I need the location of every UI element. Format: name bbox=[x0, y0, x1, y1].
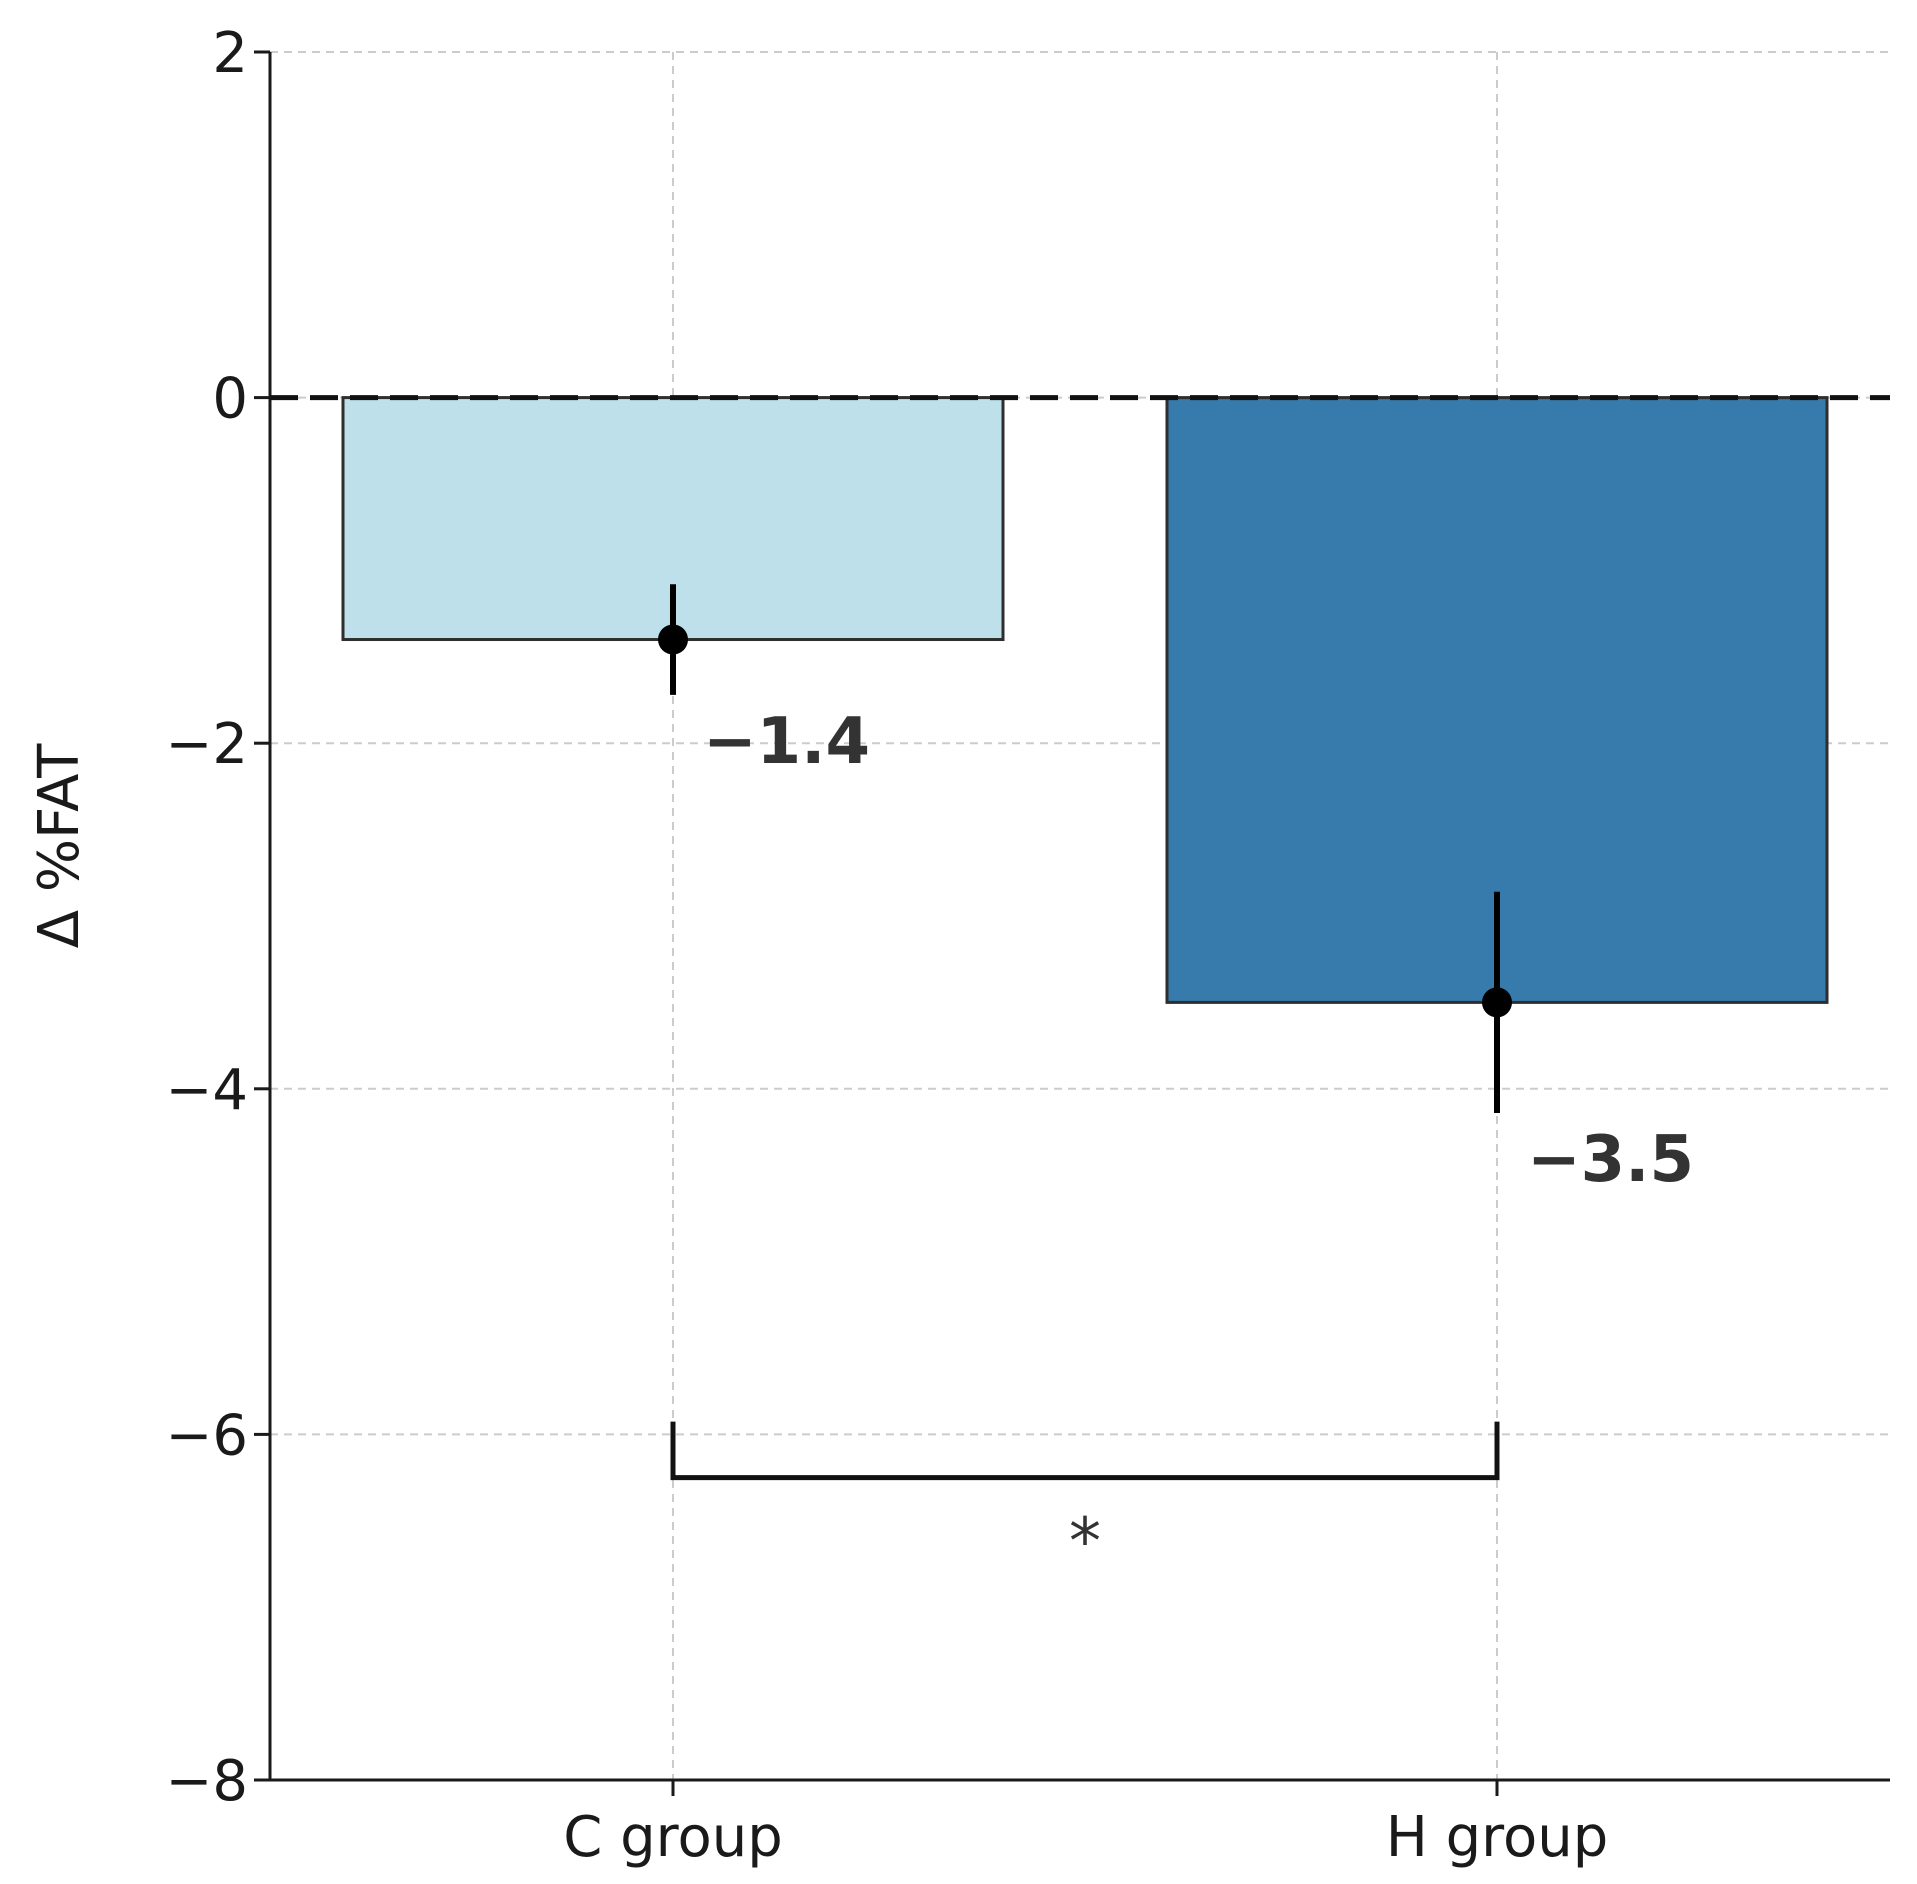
x-ticks: C group H group bbox=[563, 1780, 1608, 1870]
value-label: −3.5 bbox=[1527, 1123, 1694, 1197]
bars bbox=[341, 396, 1829, 1004]
significance-bracket-line bbox=[670, 1421, 1500, 1481]
x-tick-label: C group bbox=[563, 1805, 783, 1870]
mean-point bbox=[658, 624, 688, 655]
value-labels: −1.4 −3.5 bbox=[703, 705, 1694, 1197]
y-tick-label: −8 bbox=[165, 1749, 248, 1814]
mean-point bbox=[1482, 987, 1512, 1018]
y-tick-label: −6 bbox=[165, 1403, 248, 1468]
axes bbox=[268, 52, 1890, 1782]
y-axis-label: Δ %FAT bbox=[27, 743, 92, 948]
significance-bracket: * bbox=[670, 1421, 1500, 1580]
y-tick-label: 2 bbox=[212, 21, 248, 86]
y-tick-label: −4 bbox=[165, 1058, 248, 1123]
y-ticks: 2 0 −2 −4 −6 −8 bbox=[165, 21, 270, 1814]
y-tick-label: 0 bbox=[212, 367, 248, 432]
value-label: −1.4 bbox=[703, 705, 870, 779]
x-tick-label: H group bbox=[1386, 1805, 1609, 1870]
error-bars bbox=[658, 584, 1512, 1113]
y-tick-label: −2 bbox=[165, 712, 248, 777]
significance-label: * bbox=[1069, 1506, 1101, 1580]
